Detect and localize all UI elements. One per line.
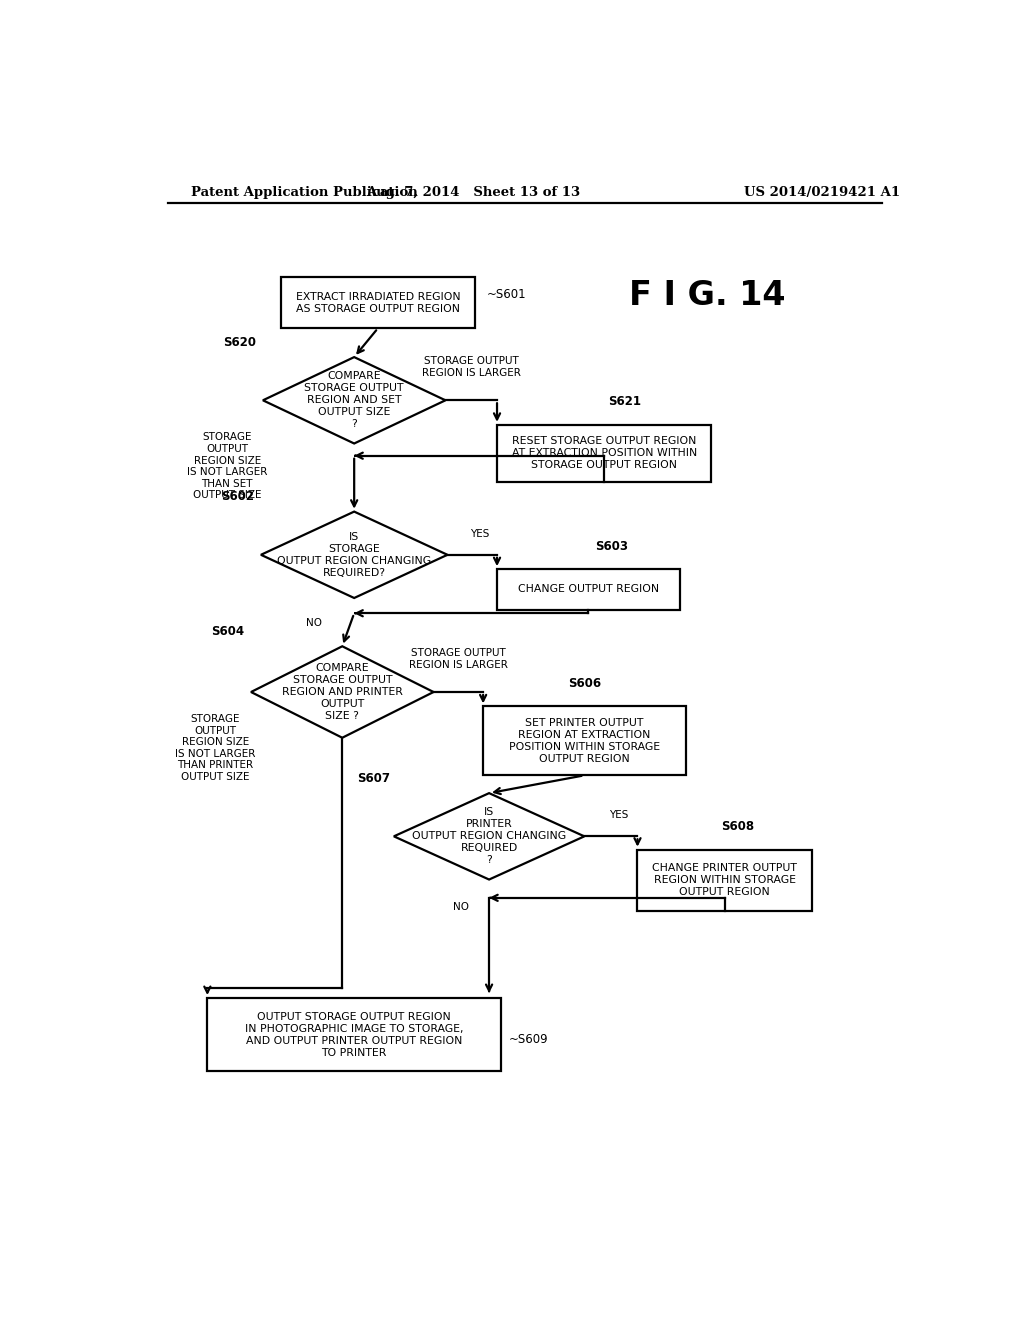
- Text: NO: NO: [454, 902, 469, 912]
- Polygon shape: [263, 358, 445, 444]
- Text: COMPARE
STORAGE OUTPUT
REGION AND SET
OUTPUT SIZE
?: COMPARE STORAGE OUTPUT REGION AND SET OU…: [304, 371, 403, 429]
- FancyBboxPatch shape: [638, 850, 812, 911]
- Polygon shape: [251, 647, 433, 738]
- FancyBboxPatch shape: [497, 425, 712, 482]
- FancyBboxPatch shape: [483, 706, 685, 775]
- Text: NO: NO: [306, 618, 323, 628]
- FancyBboxPatch shape: [281, 277, 475, 329]
- Text: RESET STORAGE OUTPUT REGION
AT EXTRACTION POSITION WITHIN
STORAGE OUTPUT REGION: RESET STORAGE OUTPUT REGION AT EXTRACTIO…: [512, 436, 696, 470]
- Text: Aug. 7, 2014   Sheet 13 of 13: Aug. 7, 2014 Sheet 13 of 13: [367, 186, 581, 199]
- Text: STORAGE
OUTPUT
REGION SIZE
IS NOT LARGER
THAN SET
OUTPUT SIZE: STORAGE OUTPUT REGION SIZE IS NOT LARGER…: [187, 433, 267, 500]
- Text: Patent Application Publication: Patent Application Publication: [191, 186, 418, 199]
- Polygon shape: [394, 793, 585, 879]
- Text: S603: S603: [595, 540, 628, 553]
- Text: S620: S620: [223, 337, 257, 348]
- Text: S602: S602: [221, 491, 255, 503]
- Text: S606: S606: [568, 677, 601, 690]
- Text: STORAGE OUTPUT
REGION IS LARGER: STORAGE OUTPUT REGION IS LARGER: [422, 356, 520, 378]
- Text: IS
PRINTER
OUTPUT REGION CHANGING
REQUIRED
?: IS PRINTER OUTPUT REGION CHANGING REQUIR…: [412, 808, 566, 866]
- Text: STORAGE OUTPUT
REGION IS LARGER: STORAGE OUTPUT REGION IS LARGER: [409, 648, 508, 669]
- Text: YES: YES: [470, 528, 489, 539]
- Text: STORAGE
OUTPUT
REGION SIZE
IS NOT LARGER
THAN PRINTER
OUTPUT SIZE: STORAGE OUTPUT REGION SIZE IS NOT LARGER…: [175, 714, 255, 781]
- Text: F I G. 14: F I G. 14: [629, 279, 785, 312]
- Text: CHANGE PRINTER OUTPUT
REGION WITHIN STORAGE
OUTPUT REGION: CHANGE PRINTER OUTPUT REGION WITHIN STOR…: [652, 863, 798, 898]
- Text: COMPARE
STORAGE OUTPUT
REGION AND PRINTER
OUTPUT
SIZE ?: COMPARE STORAGE OUTPUT REGION AND PRINTE…: [282, 663, 402, 721]
- Text: OUTPUT STORAGE OUTPUT REGION
IN PHOTOGRAPHIC IMAGE TO STORAGE,
AND OUTPUT PRINTE: OUTPUT STORAGE OUTPUT REGION IN PHOTOGRA…: [245, 1011, 464, 1057]
- Text: EXTRACT IRRADIATED REGION
AS STORAGE OUTPUT REGION: EXTRACT IRRADIATED REGION AS STORAGE OUT…: [296, 292, 461, 314]
- Text: YES: YES: [609, 810, 629, 820]
- Text: IS
STORAGE
OUTPUT REGION CHANGING
REQUIRED?: IS STORAGE OUTPUT REGION CHANGING REQUIR…: [278, 532, 431, 578]
- FancyBboxPatch shape: [207, 998, 501, 1071]
- Text: S608: S608: [721, 820, 754, 833]
- Text: S604: S604: [212, 626, 245, 638]
- Text: US 2014/0219421 A1: US 2014/0219421 A1: [744, 186, 900, 199]
- Text: SET PRINTER OUTPUT
REGION AT EXTRACTION
POSITION WITHIN STORAGE
OUTPUT REGION: SET PRINTER OUTPUT REGION AT EXTRACTION …: [509, 718, 659, 764]
- Text: ~S609: ~S609: [509, 1034, 549, 1047]
- Text: S607: S607: [357, 772, 390, 785]
- FancyBboxPatch shape: [497, 569, 680, 610]
- Text: S621: S621: [608, 396, 641, 408]
- Text: ~S601: ~S601: [487, 288, 526, 301]
- Text: CHANGE OUTPUT REGION: CHANGE OUTPUT REGION: [518, 585, 658, 594]
- Polygon shape: [261, 512, 447, 598]
